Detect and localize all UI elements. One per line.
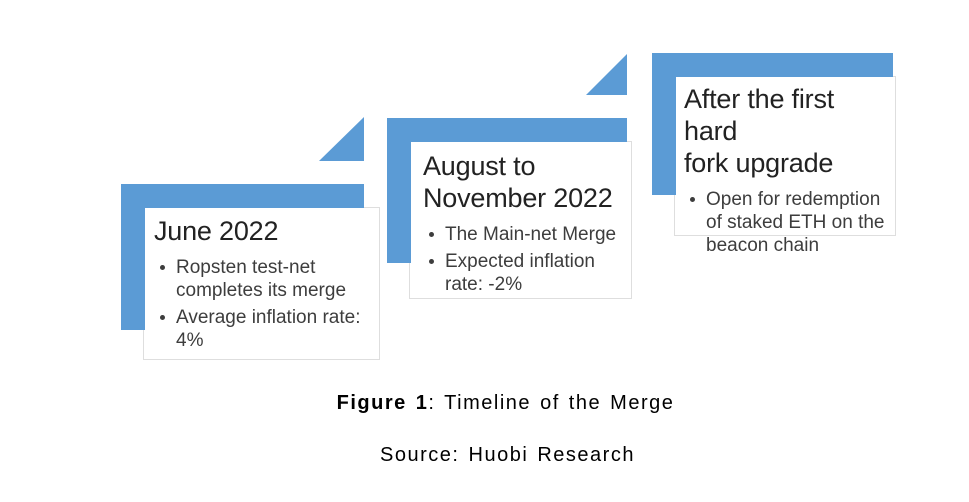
step3-card: After the first hard fork upgrade Open f… — [674, 76, 896, 256]
step-up-triangle-2 — [586, 54, 627, 95]
step1-bullet-2: Average inflation rate: 4% — [154, 306, 371, 352]
step2-left-bar — [387, 118, 411, 263]
figure-caption: Figure 1: Timeline of the Merge — [42, 392, 969, 415]
step2-title: August to November 2022 — [423, 151, 613, 213]
step1-bullet-1: Ropsten test-net completes its merge — [154, 256, 371, 302]
step2-top-bar — [387, 118, 627, 142]
step1-bullet-list: Ropsten test-net completes its merge Ave… — [154, 256, 371, 352]
step2-bullet-1: The Main-net Merge — [423, 223, 625, 246]
step3-top-bar — [652, 53, 893, 77]
step3-bullet-1: Open for redemption of staked ETH on the… — [684, 188, 889, 257]
step2-bullet-list: The Main-net Merge Expected inflation ra… — [423, 223, 625, 296]
figure-label: Figure 1 — [336, 392, 429, 414]
step3-left-bar — [652, 53, 676, 195]
step2-bullet-2: Expected inflation rate: -2% — [423, 250, 625, 296]
step2-card: August to November 2022 The Main-net Mer… — [409, 141, 632, 299]
step1-title: June 2022 — [154, 216, 279, 246]
source-caption: Source: Huobi Research — [380, 444, 635, 466]
step-up-triangle-1 — [319, 117, 364, 161]
step3-title: After the first hard fork upgrade — [684, 84, 835, 178]
step1-top-bar — [121, 184, 364, 208]
step3-bullet-list: Open for redemption of staked ETH on the… — [684, 188, 889, 257]
figure-title: : Timeline of the Merge — [428, 392, 675, 414]
step1-card: June 2022 Ropsten test-net completes its… — [143, 207, 380, 360]
step1-left-bar — [121, 184, 145, 330]
